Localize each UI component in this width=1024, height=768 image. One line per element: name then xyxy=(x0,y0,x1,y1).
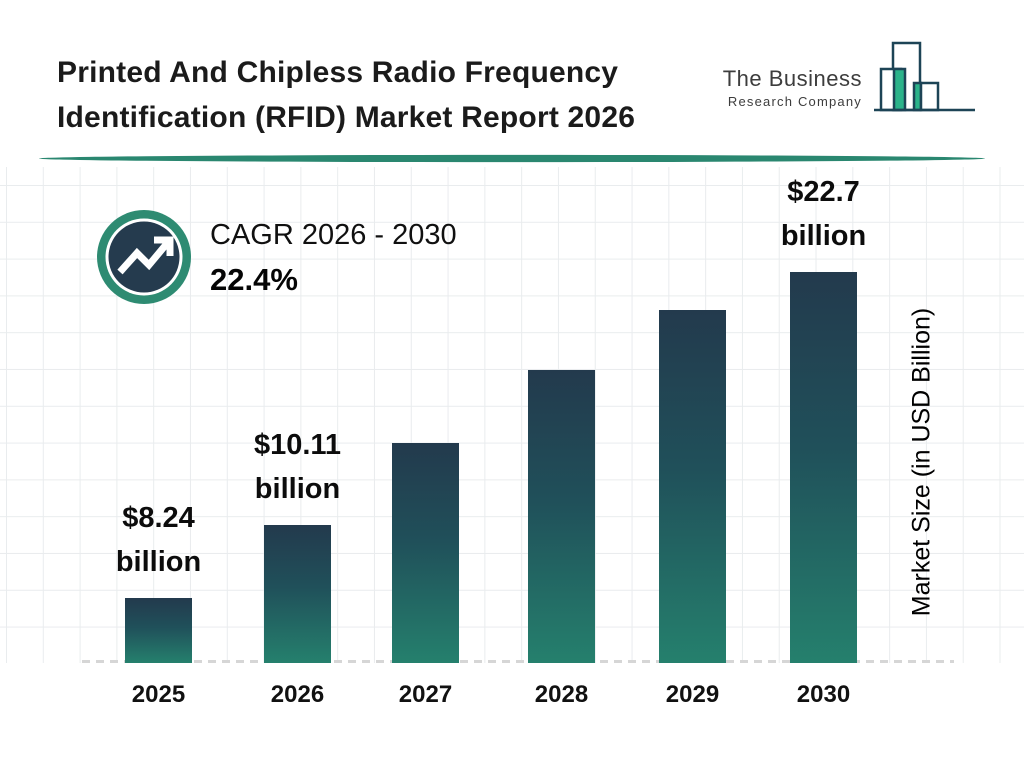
page-title-line2: Identification (RFID) Market Report 2026 xyxy=(57,101,636,134)
bar-chart-logo-icon xyxy=(874,41,975,112)
value-label-2026: $10.11 billion xyxy=(253,429,342,505)
value-label-2025: $8.24 billion xyxy=(115,502,202,578)
bar-2025 xyxy=(125,598,192,663)
bar-2028 xyxy=(528,370,595,663)
x-tick-2026: 2026 xyxy=(270,681,325,708)
x-tick-2029: 2029 xyxy=(665,681,720,708)
value-label-2030: $22.7 billion xyxy=(780,176,867,252)
company-logo: The Business Research Company xyxy=(700,36,980,126)
company-logo-text: The Business Research Company xyxy=(723,66,862,109)
x-axis-baseline xyxy=(82,660,954,663)
divider-line xyxy=(39,154,985,163)
bar-2027 xyxy=(392,443,459,663)
x-tick-2030: 2030 xyxy=(796,681,851,708)
x-tick-2027: 2027 xyxy=(398,681,453,708)
cagr-period-label: CAGR 2026 - 2030 xyxy=(210,219,457,251)
y-axis-label: Market Size (in USD Billion) xyxy=(907,307,936,617)
page-title-line1: Printed And Chipless Radio Frequency xyxy=(57,56,619,89)
cagr-value: 22.4% xyxy=(210,262,298,297)
bar-2029 xyxy=(659,310,726,663)
x-tick-2025: 2025 xyxy=(131,681,186,708)
company-name: The Business xyxy=(722,66,862,91)
trending-up-icon xyxy=(97,210,191,304)
x-tick-2028: 2028 xyxy=(534,681,589,708)
bar-2030 xyxy=(790,272,857,663)
page-title: Printed And Chipless Radio Frequency Ide… xyxy=(57,50,635,140)
bar-2026 xyxy=(264,525,331,663)
company-subname: Research Company xyxy=(727,94,862,109)
